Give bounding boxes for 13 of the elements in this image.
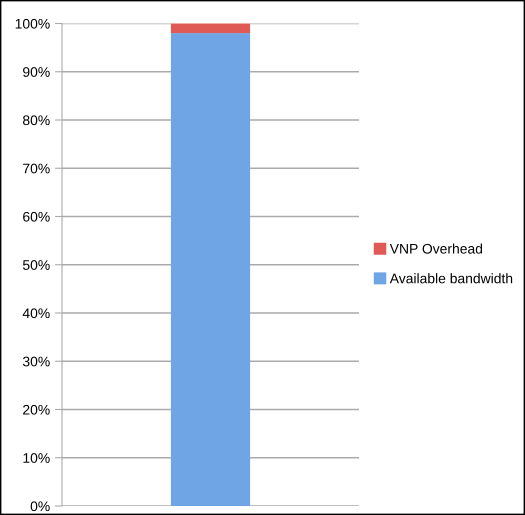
y-tick-label: 80%: [23, 115, 50, 126]
y-tick-label: 40%: [22, 308, 50, 318]
y-tick-label: 90%: [23, 67, 50, 77]
y-tick-label: 10%: [23, 453, 50, 463]
legend-label: Available bandwidth: [390, 273, 512, 284]
y-tick-label: 70%: [23, 164, 50, 174]
y-tick-label: 30%: [22, 356, 50, 366]
y-tick-label: 0%: [30, 501, 50, 512]
y-tick-label: 100%: [16, 18, 50, 29]
legend-label: VNP Overhead: [390, 243, 482, 254]
y-tick-label: 50%: [22, 260, 50, 270]
y-tick-label: 60%: [23, 212, 50, 222]
y-tick-label: 20%: [23, 404, 50, 415]
